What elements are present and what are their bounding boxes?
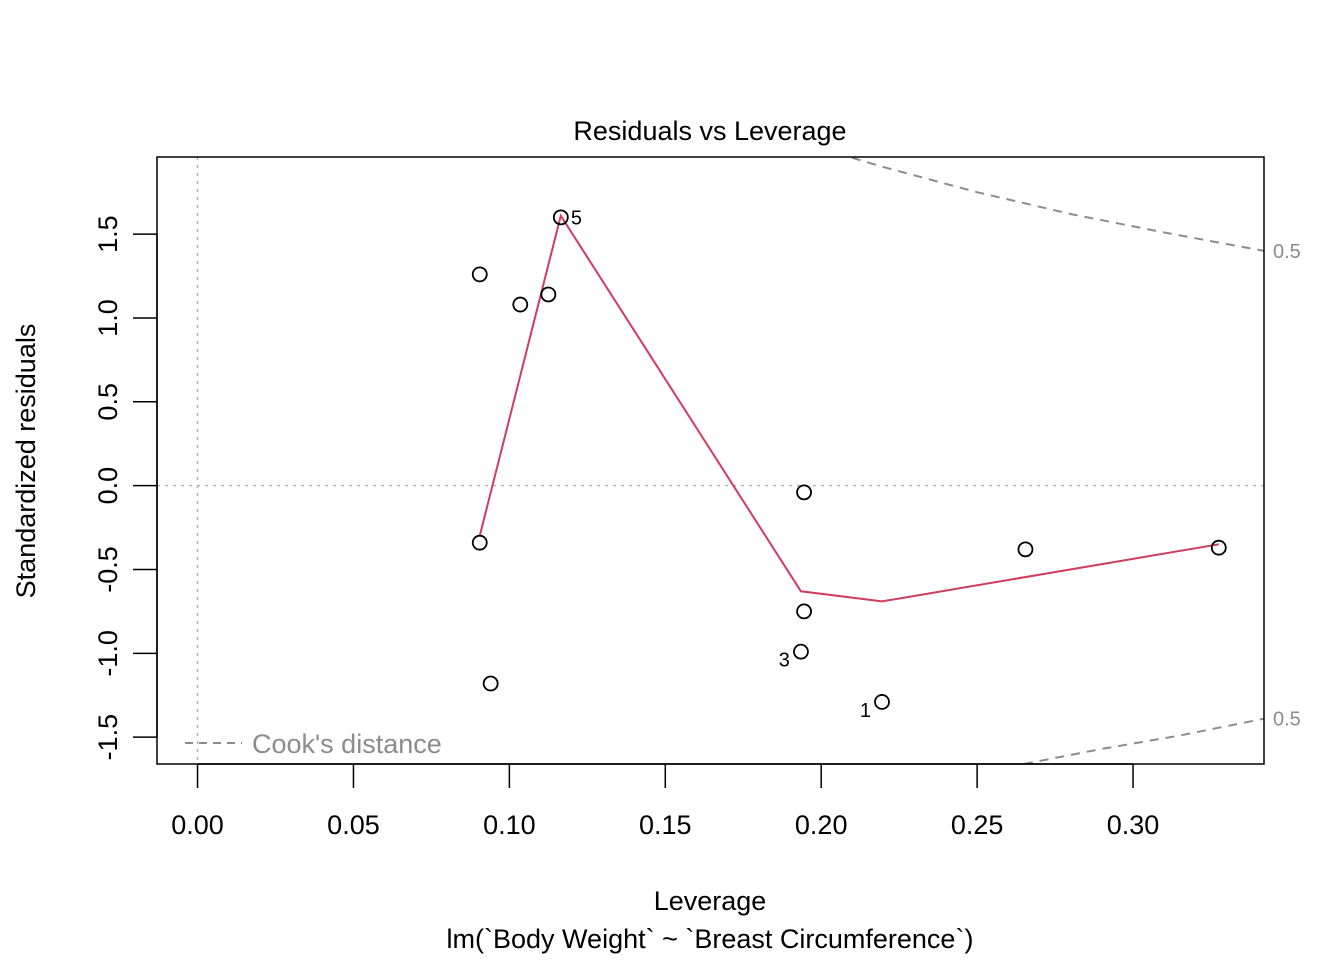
y-axis: -1.5 -1.0 -0.5 0.0 0.5 1.0 1.5 (93, 215, 158, 761)
plot-clipped-layer (157, 157, 1264, 764)
data-point (1210, 539, 1227, 556)
data-point (471, 266, 488, 283)
legend: Cook's distance (185, 729, 442, 759)
data-point (552, 209, 569, 226)
point-label-5: 5 (571, 207, 582, 229)
data-point (471, 534, 488, 551)
plot-frame (156, 156, 1265, 765)
legend-cooks-distance-label: Cook's distance (252, 729, 442, 759)
x-tick-label: 0.10 (483, 810, 536, 840)
y-axis-label: Standardized residuals (11, 324, 41, 599)
x-tick-label: 0.05 (327, 810, 380, 840)
data-point (540, 286, 557, 303)
chart-title: Residuals vs Leverage (573, 116, 846, 146)
cooks-distance-upper-curve (846, 157, 1264, 252)
y-tick-label: -1.5 (93, 714, 123, 761)
chart-subtitle: lm(`Body Weight` ~ `Breast Circumference… (447, 924, 974, 954)
data-point (1017, 541, 1034, 558)
data-point (874, 694, 890, 710)
x-tick-label: 0.30 (1107, 810, 1160, 840)
x-tick-label: 0.00 (171, 810, 224, 840)
cooks-distance-upper-label: 0.5 (1273, 241, 1301, 263)
data-point (793, 643, 809, 660)
smooth-fit-line (478, 213, 1219, 603)
data-point (482, 675, 499, 692)
x-axis-label: Leverage (654, 886, 767, 916)
cooks-distance-lower-curve (1023, 717, 1264, 764)
point-label-1: 1 (860, 700, 871, 722)
y-tick-label: 0.0 (93, 467, 123, 505)
data-point (796, 484, 812, 501)
plot-area: 5 3 1 0.5 0.5 (157, 157, 1301, 764)
y-tick-label: 1.0 (93, 299, 123, 337)
y-tick-label: -0.5 (93, 546, 123, 593)
y-tick-label: 1.5 (93, 215, 123, 253)
y-tick-label: 0.5 (93, 383, 123, 421)
x-axis: 0.00 0.05 0.10 0.15 0.20 0.25 0.30 (171, 763, 1160, 840)
x-tick-label: 0.15 (639, 810, 692, 840)
data-point (512, 296, 529, 313)
cooks-distance-lower-label: 0.5 (1273, 709, 1301, 731)
y-tick-label: -1.0 (93, 630, 123, 677)
x-tick-label: 0.25 (951, 810, 1004, 840)
data-point (796, 603, 812, 620)
x-tick-label: 0.20 (795, 810, 848, 840)
point-label-3: 3 (779, 650, 790, 672)
